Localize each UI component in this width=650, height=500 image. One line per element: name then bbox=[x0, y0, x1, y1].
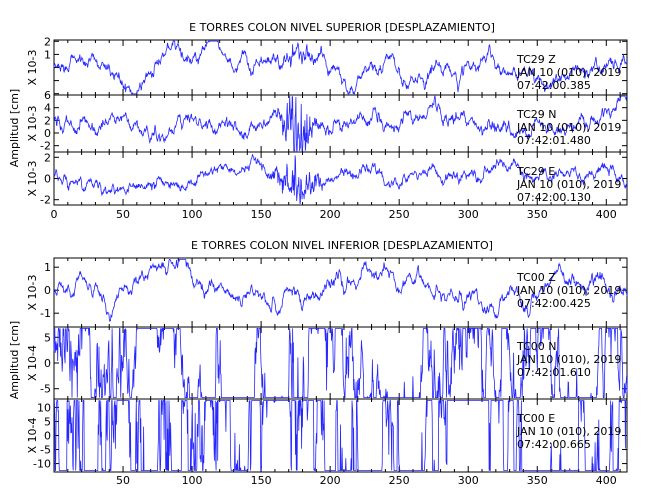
upper-ylabel: Amplitud [cm] bbox=[8, 89, 21, 167]
lower-ylabel: Amplitud [cm] bbox=[8, 321, 21, 399]
time-label: 07:42:00.130 bbox=[517, 191, 591, 204]
xtick-label: 400 bbox=[596, 208, 617, 221]
ytick-label: 0 bbox=[44, 173, 51, 186]
xtick-label: 300 bbox=[458, 208, 479, 221]
ytick-label: -2 bbox=[40, 140, 51, 153]
xtick-label: 50 bbox=[116, 474, 130, 487]
time-label: 07:42:01.610 bbox=[517, 366, 591, 379]
ytick-label: -2 bbox=[40, 194, 51, 207]
scale-label: X 10-3 bbox=[26, 50, 39, 86]
xtick-label: 200 bbox=[320, 474, 341, 487]
date-label: JAN 10 (010), 2019 bbox=[516, 353, 621, 366]
ytick-label: -1 bbox=[40, 307, 51, 320]
ytick-label: 2 bbox=[44, 151, 51, 164]
xtick-label: 200 bbox=[320, 208, 341, 221]
waveform-line bbox=[53, 39, 628, 95]
date-label: JAN 10 (010), 2019 bbox=[516, 178, 621, 191]
waveform-line bbox=[53, 327, 628, 399]
scale-label: X 10-4 bbox=[26, 418, 39, 454]
waveform-line bbox=[53, 154, 628, 205]
ytick-label: 0 bbox=[44, 127, 51, 140]
station-label: TC00 N bbox=[516, 340, 556, 353]
date-label: JAN 10 (010), 2019 bbox=[516, 121, 621, 134]
ytick-label: 1 bbox=[44, 261, 51, 274]
ytick-label: 0 bbox=[44, 284, 51, 297]
time-label: 07:42:00.665 bbox=[517, 438, 591, 451]
waveform-line bbox=[54, 399, 627, 471]
ytick-label: 1 bbox=[44, 48, 51, 61]
time-label: 07:42:01.480 bbox=[517, 134, 591, 147]
waveform-line bbox=[53, 258, 628, 322]
lower-figure: E TORRES COLON NIVEL INFERIOR [DESPLAZAM… bbox=[8, 239, 628, 487]
xtick-label: 100 bbox=[182, 474, 203, 487]
xtick-label: 250 bbox=[389, 474, 410, 487]
ytick-label: -5 bbox=[40, 444, 51, 457]
xtick-label: 400 bbox=[596, 474, 617, 487]
xtick-label: 350 bbox=[527, 208, 548, 221]
ytick-label: 2 bbox=[44, 35, 51, 48]
upper-figure: E TORRES COLON NIVEL SUPERIOR [DESPLAZAM… bbox=[8, 21, 628, 221]
ytick-label: 5 bbox=[44, 415, 51, 428]
ytick-label: 0 bbox=[44, 357, 51, 370]
waveform-line bbox=[53, 95, 628, 152]
station-label: TC00 E bbox=[516, 412, 555, 425]
ytick-label: 0 bbox=[44, 430, 51, 443]
scale-label: X 10-3 bbox=[26, 275, 39, 311]
lower-title: E TORRES COLON NIVEL INFERIOR [DESPLAZAM… bbox=[191, 239, 493, 252]
xtick-label: 0 bbox=[51, 208, 58, 221]
time-label: 07:42:00.385 bbox=[517, 79, 591, 92]
station-label: TC29 E bbox=[516, 165, 555, 178]
xtick-label: 150 bbox=[251, 208, 272, 221]
station-label: TC29 Z bbox=[516, 53, 556, 66]
ytick-label: 5 bbox=[44, 331, 51, 344]
time-label: 07:42:00.425 bbox=[517, 297, 591, 310]
scale-label: X 10-3 bbox=[26, 161, 39, 197]
xtick-label: 250 bbox=[389, 208, 410, 221]
scale-label: X 10-4 bbox=[26, 345, 39, 381]
date-label: JAN 10 (010), 2019 bbox=[516, 66, 621, 79]
date-label: JAN 10 (010), 2019 bbox=[516, 284, 621, 297]
xtick-label: 100 bbox=[182, 208, 203, 221]
scale-label: X 10-3 bbox=[26, 106, 39, 142]
ytick-label: 6 bbox=[44, 89, 51, 102]
date-label: JAN 10 (010), 2019 bbox=[516, 425, 621, 438]
xtick-label: 150 bbox=[251, 474, 272, 487]
ytick-label: 10 bbox=[37, 401, 51, 414]
xtick-label: 350 bbox=[527, 474, 548, 487]
ytick-label: 4 bbox=[44, 102, 51, 115]
xtick-label: 50 bbox=[116, 208, 130, 221]
xtick-label: 300 bbox=[458, 474, 479, 487]
ytick-label: -10 bbox=[33, 458, 51, 471]
ytick-label: 2 bbox=[44, 114, 51, 127]
ytick-label: -5 bbox=[40, 383, 51, 396]
station-label: TC29 N bbox=[516, 108, 556, 121]
upper-title: E TORRES COLON NIVEL SUPERIOR [DESPLAZAM… bbox=[189, 21, 495, 34]
station-label: TC00 Z bbox=[516, 271, 556, 284]
